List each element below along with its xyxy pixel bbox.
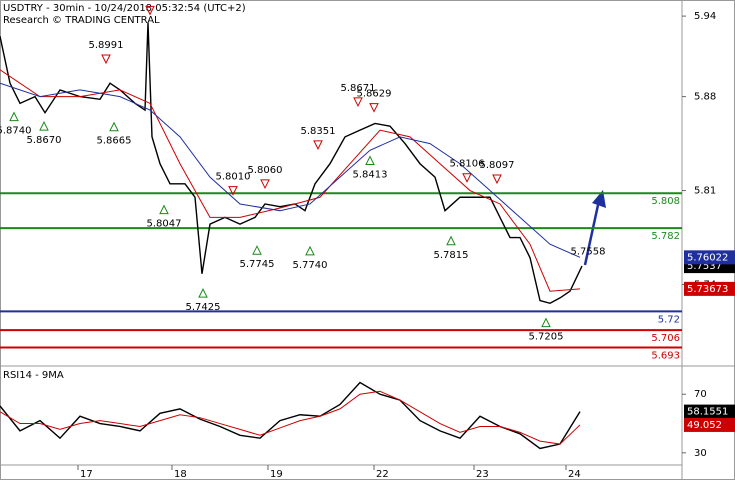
value-tag-label: 5.76022 [687, 252, 728, 263]
annotation-label: 5.8665 [97, 136, 132, 147]
chart-subtitle: Research © TRADING CENTRAL [3, 15, 160, 26]
series-line [0, 22, 583, 305]
annotation-label: 5.7558 [571, 246, 606, 257]
resistance-marker [260, 179, 270, 190]
y-tick-label: 70 [694, 389, 707, 400]
support-marker [541, 317, 551, 328]
annotation-label: 5.8047 [147, 219, 182, 230]
value-tag-box [684, 417, 735, 432]
annotation-label: 5.8671 [341, 83, 376, 94]
projection-arrow [583, 190, 606, 266]
level-label: 5.808 [651, 196, 680, 207]
y-tick-label: 5.81 [694, 186, 716, 197]
x-tick-label: 23 [476, 469, 489, 480]
level-label: 5.706 [651, 333, 680, 344]
y-tick-label: 5.88 [694, 92, 716, 103]
value-tag: 5.73673 [684, 281, 735, 296]
annotation-label: 5.7745 [240, 259, 275, 270]
support-marker [252, 245, 262, 255]
level-label: 5.72 [658, 314, 680, 325]
value-tag-label: 5.73673 [687, 284, 728, 295]
annotation-label: 5.7205 [529, 332, 564, 343]
x-tick-label: 22 [376, 469, 389, 480]
series-line [0, 82, 581, 258]
annotation-label: 5.7815 [434, 250, 469, 261]
x-tick-label: 24 [568, 469, 581, 480]
support-marker [198, 288, 208, 298]
annotation-label: 5.8670 [27, 135, 62, 146]
resistance-marker [492, 174, 502, 185]
value-tag-label: 5.7537 [687, 261, 722, 272]
rsi-title: RSI14 - 9MA [3, 370, 64, 381]
y-tick-label: 5.94 [694, 11, 716, 22]
annotation-label: 5.8097 [480, 160, 515, 171]
annotation-label: 5.8351 [301, 126, 336, 137]
level-label: 5.693 [651, 351, 680, 362]
support-marker [159, 204, 169, 215]
annotation-label: 5.7740 [293, 260, 328, 271]
value-tag: 58.1551 [684, 404, 735, 419]
support-marker [9, 111, 19, 122]
resistance-marker [369, 103, 379, 113]
resistance-marker [313, 140, 323, 150]
series-line [0, 69, 581, 292]
support-marker [305, 245, 315, 256]
x-tick-label: 19 [270, 469, 283, 480]
annotation-label: 5.8991 [89, 40, 124, 51]
annotation-label: 5.8106 [450, 159, 485, 170]
y-tick-label: 30 [694, 448, 707, 459]
annotation-label: 5.7425 [186, 302, 221, 313]
resistance-marker [145, 5, 155, 16]
annotation-label: 5.9353 [133, 0, 168, 2]
value-tag: 49.052 [684, 417, 735, 432]
annotation-label: 5.8629 [357, 89, 392, 100]
support-marker [109, 121, 119, 132]
value-tag-label: 58.1551 [687, 407, 728, 418]
resistance-marker [353, 97, 363, 108]
series-line [0, 390, 581, 445]
resistance-marker [228, 186, 238, 196]
support-marker [365, 155, 375, 166]
x-tick-label: 17 [80, 469, 93, 480]
value-tag-box [684, 250, 735, 265]
series-line [0, 381, 581, 450]
value-tag-label: 49.052 [687, 420, 722, 431]
support-marker [446, 235, 456, 246]
annotation-label: 5.8060 [248, 165, 283, 176]
support-marker [39, 120, 49, 131]
resistance-marker [101, 54, 111, 65]
annotation-label: 5.8413 [353, 170, 388, 181]
value-tag-box [684, 404, 735, 419]
annotation-label: 5.8740 [0, 126, 32, 137]
annotation-label: 5.8010 [216, 172, 251, 183]
value-tag: 5.76022 [684, 250, 735, 265]
value-tag-box [684, 281, 735, 296]
chart-title: USDTRY - 30min - 10/24/2018 05:32:54 (UT… [3, 3, 246, 14]
level-label: 5.782 [651, 231, 680, 242]
x-tick-label: 18 [174, 469, 187, 480]
resistance-marker [462, 173, 472, 183]
